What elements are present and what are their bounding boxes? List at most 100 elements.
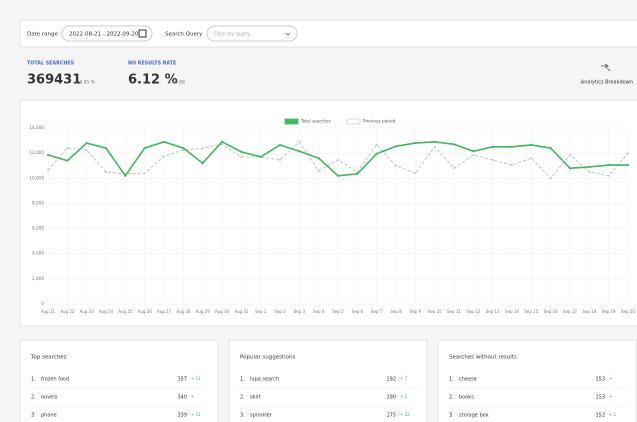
- count: 152: [595, 413, 605, 419]
- point: [607, 163, 610, 167]
- point: [143, 172, 146, 175]
- point: [220, 140, 224, 143]
- x-tick-label: Aug 29: [196, 309, 211, 314]
- term: lupa search: [250, 377, 279, 383]
- query-label: Search Query: [165, 32, 203, 38]
- count: 340: [177, 395, 187, 401]
- point: [298, 150, 301, 153]
- point: [278, 143, 282, 147]
- stat-value: 369431: [27, 73, 81, 88]
- point: [472, 150, 475, 153]
- trend: +: [191, 394, 194, 399]
- term: skirt: [250, 395, 261, 401]
- y-tick-label: 0: [41, 301, 44, 306]
- legend-swatch: [284, 118, 299, 125]
- point: [627, 152, 629, 155]
- x-tick-label: Aug 26: [138, 309, 153, 314]
- point: [85, 141, 88, 145]
- x-tick-label: Aug 21: [41, 309, 56, 314]
- point: [549, 177, 552, 180]
- point: [530, 143, 533, 147]
- x-tick-label: Sep 2: [274, 309, 286, 314]
- point: [607, 174, 610, 177]
- count: 153: [595, 377, 605, 383]
- x-tick-label: Sep 8: [390, 309, 402, 314]
- query-input[interactable]: [206, 25, 298, 42]
- legend-label: Total searches: [300, 119, 331, 124]
- date-value: 2022-08-21 - 2022-09-20: [69, 32, 139, 38]
- point: [317, 169, 320, 172]
- point: [105, 171, 107, 173]
- y-tick-label: 14,000: [29, 125, 44, 130]
- term: storage box: [459, 413, 489, 419]
- trend: + 2: [400, 394, 408, 399]
- point: [491, 145, 494, 148]
- trend: +: [609, 376, 612, 381]
- point: [66, 147, 69, 150]
- point: [549, 147, 552, 150]
- rank: 1.: [449, 377, 454, 383]
- date-input[interactable]: [61, 25, 153, 42]
- y-tick-label: 6,000: [32, 226, 44, 231]
- x-tick-label: Sep 16: [544, 309, 558, 314]
- point: [433, 140, 436, 143]
- x-tick-label: Aug 25: [118, 309, 133, 314]
- point: [336, 174, 340, 177]
- y-tick-label: 4,000: [32, 251, 44, 256]
- breakdown-link[interactable]: Analytics Breakdown: [581, 80, 633, 86]
- point: [453, 167, 455, 170]
- term: novels: [41, 395, 58, 401]
- dropdown-icon: [285, 32, 291, 36]
- count: 357: [177, 377, 187, 383]
- count: 175: [386, 413, 396, 419]
- term: frozen food: [41, 377, 69, 383]
- point: [46, 153, 50, 157]
- legend-swatch: [346, 118, 361, 125]
- stat-value: 6.12 %: [128, 73, 178, 88]
- point: [143, 147, 146, 150]
- y-tick-label: 2,000: [32, 276, 44, 281]
- trend: + 7: [400, 376, 408, 381]
- filter-bar: [19, 19, 637, 48]
- point: [530, 157, 533, 160]
- point: [201, 147, 204, 150]
- point: [298, 140, 301, 143]
- date-label: Date range: [27, 32, 59, 38]
- x-tick-label: Aug 24: [99, 309, 114, 314]
- x-tick-label: Sep 18: [582, 309, 596, 314]
- point: [240, 150, 243, 153]
- count: 153: [595, 395, 605, 401]
- point: [588, 165, 591, 169]
- point: [240, 156, 243, 158]
- point: [626, 163, 630, 167]
- point: [259, 155, 262, 159]
- x-tick-label: Sep 19: [602, 309, 616, 314]
- x-tick-label: Sep 6: [352, 309, 364, 314]
- point: [201, 162, 204, 165]
- x-tick-label: Sep 13: [486, 309, 500, 314]
- stat-label: NO RESULTS RATE: [128, 61, 176, 67]
- count: 339: [177, 413, 187, 419]
- breakdown-icon[interactable]: [601, 63, 611, 72]
- x-tick-label: Aug 22: [60, 309, 75, 314]
- x-tick-label: Aug 23: [80, 309, 95, 314]
- point: [47, 169, 49, 172]
- x-tick-label: Aug 27: [157, 309, 172, 314]
- point: [375, 143, 378, 146]
- point: [510, 145, 514, 148]
- point: [588, 171, 591, 173]
- rank: 3.: [449, 413, 454, 419]
- point: [569, 154, 571, 156]
- point: [66, 159, 69, 162]
- point: [491, 159, 494, 161]
- x-tick-label: Sep 5: [332, 309, 344, 314]
- rank: 3.: [31, 413, 36, 419]
- calendar-icon: [138, 29, 147, 38]
- count: 190: [386, 395, 396, 401]
- term: sprinkler: [250, 413, 273, 419]
- rank: 2.: [31, 395, 36, 401]
- x-tick-label: Sep 14: [505, 309, 519, 314]
- y-tick-label: 8,000: [32, 200, 44, 205]
- point: [375, 152, 378, 155]
